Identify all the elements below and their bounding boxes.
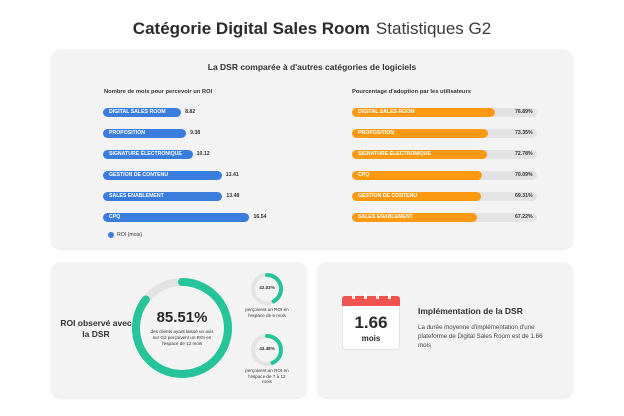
roi-bar [103,192,223,201]
adoption-bar [352,129,489,138]
roi-bar-value: 10.12 [196,151,210,157]
adoption-bar-value: 72.78% [515,151,533,157]
adoption-bar-label: CPQ [358,172,370,178]
adoption-bar-value: 69.31% [515,193,533,199]
adoption-bar-value: 70.09% [515,172,533,178]
roi-bar [103,171,222,180]
adoption-bar [352,108,495,117]
adoption-bar-value: 67.22% [515,214,533,220]
legend-label: ROI (mois) [117,232,143,238]
roi-bar-label: SALES ENABLEMENT [109,193,164,199]
roi-bar [103,129,187,138]
calendar-ring [352,293,355,299]
donut-12m-description: perçoivent un ROI en l'espace de 7 à 12 … [245,368,289,385]
adoption-bar-label: SALES ENABLEMENT [358,214,413,220]
page-title-subtitle: Statistiques G2 [375,19,492,38]
calendar-ring [376,293,379,299]
roi-legend: ROI (mois) [108,231,142,239]
main-donut-description: des clients ayant laissé un avis sur G2 … [150,329,214,346]
roi-chart-subtitle: Nombre de mois pour percevoir un ROI [104,89,213,95]
adoption-bar-value: 73.35% [515,130,533,136]
adoption-bar-label: PROPOSITION [358,130,395,136]
roi-bar-value: 13.48 [226,193,240,199]
donut-6m-description: perçoivent un ROI en l'espace de 6 mois [245,307,289,318]
implementation-number: 1.66 [354,313,388,332]
donut-6m-value: 42.03% [259,285,275,290]
page-title-main: Catégorie Digital Sales Room [132,19,370,38]
roi-bar-label: CPQ [109,214,121,220]
page-title: Catégorie Digital Sales Room Statistiques… [0,18,624,40]
legend-swatch [108,231,114,238]
adoption-bar [352,192,481,201]
calendar-icon [342,296,400,306]
adoption-bar [352,213,478,222]
comparison-title: La DSR comparée à d'autres catégories de… [207,62,417,72]
adoption-bar-label: SIGNATURE ÉLECTRONIQUE [358,151,431,157]
roi-observed-title: ROI observé avec la DSR [60,318,132,339]
adoption-bar-value: 76.89% [515,109,533,115]
adoption-bar-label: GESTION DE CONTENU [358,193,418,199]
main-donut-value: 85.51% [156,309,208,326]
adoption-bar [352,150,488,159]
implementation-unit: mois [361,334,381,343]
roi-bar [103,213,250,222]
roi-bar [103,108,182,117]
implementation-title: Implémentation de la DSR [418,306,523,316]
roi-bar-value: 9.38 [190,130,201,136]
roi-bar-value: 16.54 [253,214,267,220]
adoption-chart-subtitle: Pourcentage d'adoption par les utilisate… [352,89,471,95]
roi-bar-label: GESTION DE CONTENU [109,172,169,178]
calendar-body [342,306,400,350]
implementation-description: La durée moyenne d'implémentation d'une … [418,324,543,349]
calendar-ring [364,293,367,299]
donut-12m-value: 43.48% [259,346,275,351]
roi-bar-label: DIGITAL SALES ROOM [109,109,166,115]
roi-bar-label: PROPOSITION [109,130,146,136]
adoption-bar-label: DIGITAL SALES ROOM [358,109,415,115]
roi-bar-label: SIGNATURE ÉLECTRONIQUE [109,151,182,157]
calendar-ring [388,293,391,299]
roi-bar-value: 8.82 [185,109,196,115]
roi-bar [103,150,193,159]
adoption-bar [352,171,483,180]
roi-bar-value: 13.41 [225,172,239,178]
